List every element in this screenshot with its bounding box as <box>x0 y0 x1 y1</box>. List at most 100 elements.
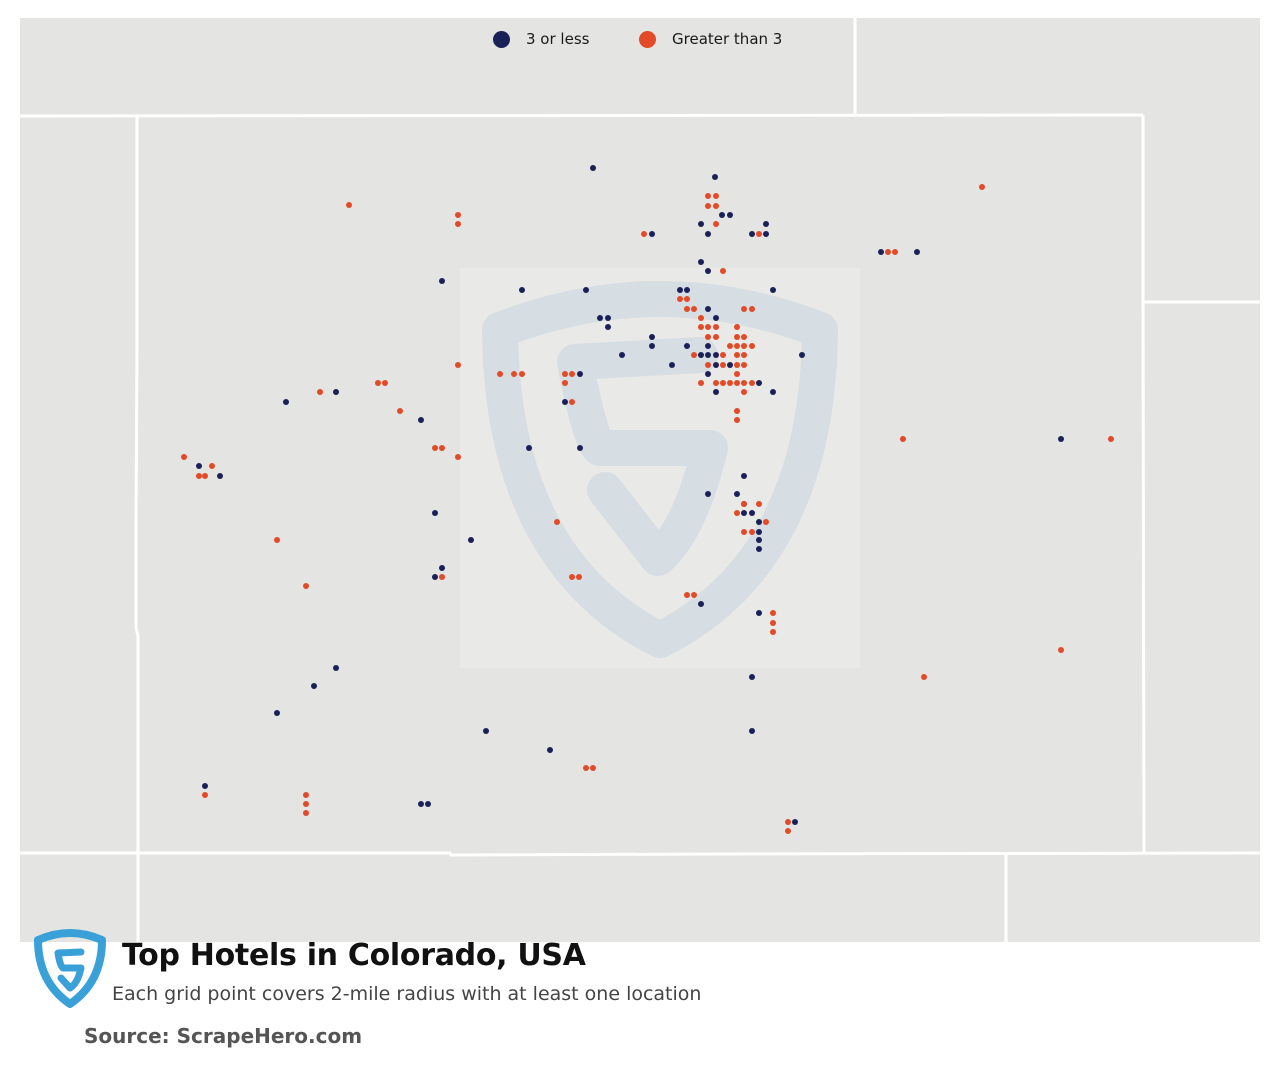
grid-point-high <box>720 268 726 274</box>
grid-point-low <box>698 601 704 607</box>
grid-point-high <box>734 324 740 330</box>
grid-point-low <box>439 565 445 571</box>
grid-point-high <box>691 592 697 598</box>
grid-point-high <box>569 371 575 377</box>
grid-point-high <box>705 362 711 368</box>
grid-point-low <box>590 165 596 171</box>
grid-point-high <box>196 473 202 479</box>
grid-point-high <box>303 801 309 807</box>
grid-point-high <box>375 380 381 386</box>
grid-point-high <box>979 184 985 190</box>
grid-point-low <box>878 249 884 255</box>
grid-point-high <box>569 399 575 405</box>
grid-point-low <box>418 417 424 423</box>
grid-point-low <box>713 315 719 321</box>
grid-point-high <box>770 629 776 635</box>
grid-point-high <box>785 819 791 825</box>
grid-point-low <box>577 371 583 377</box>
grid-point-low <box>705 371 711 377</box>
grid-point-high <box>741 501 747 507</box>
grid-point-low <box>669 362 675 368</box>
grid-point-low <box>649 334 655 340</box>
grid-point-high <box>713 221 719 227</box>
grid-point-low <box>914 249 920 255</box>
grid-point-low <box>763 221 769 227</box>
grid-point-high <box>432 445 438 451</box>
source-credit: Source: ScrapeHero.com <box>84 1024 363 1048</box>
grid-point-low <box>705 343 711 349</box>
grid-point-low <box>649 343 655 349</box>
grid-point-high <box>749 529 755 535</box>
grid-point-low <box>418 801 424 807</box>
grid-point-low <box>713 389 719 395</box>
grid-point-high <box>741 334 747 340</box>
grid-point-high <box>583 765 589 771</box>
grid-point-high <box>554 519 560 525</box>
chart-subtitle: Each grid point covers 2-mile radius wit… <box>112 983 702 1005</box>
grid-point-high <box>713 193 719 199</box>
grid-point-high <box>397 408 403 414</box>
grid-point-low <box>705 306 711 312</box>
grid-point-high <box>713 334 719 340</box>
grid-point-low <box>1058 436 1064 442</box>
grid-point-high <box>749 306 755 312</box>
grid-point-high <box>741 529 747 535</box>
grid-point-low <box>432 574 438 580</box>
grid-point-low <box>756 529 762 535</box>
grid-point-high <box>698 380 704 386</box>
grid-point-high <box>770 610 776 616</box>
grid-point-high <box>562 371 568 377</box>
grid-point-low <box>713 362 719 368</box>
grid-point-high <box>317 389 323 395</box>
watermark-logo <box>460 268 860 668</box>
grid-point-low <box>756 519 762 525</box>
grid-point-high <box>741 306 747 312</box>
grid-point-low <box>432 510 438 516</box>
grid-point-high <box>741 362 747 368</box>
grid-point-low <box>749 728 755 734</box>
grid-point-high <box>727 380 733 386</box>
grid-point-low <box>705 491 711 497</box>
grid-point-high <box>727 343 733 349</box>
grid-point-high <box>641 231 647 237</box>
grid-point-high <box>741 380 747 386</box>
grid-point-low <box>274 710 280 716</box>
grid-point-high <box>562 380 568 386</box>
grid-point-low <box>684 287 690 293</box>
grid-point-high <box>677 296 683 302</box>
grid-point-low <box>734 491 740 497</box>
legend-swatch-high <box>639 30 656 48</box>
grid-point-low <box>713 352 719 358</box>
grid-point-high <box>698 315 704 321</box>
grid-point-high <box>202 473 208 479</box>
grid-point-high <box>698 324 704 330</box>
grid-point-low <box>202 783 208 789</box>
grid-point-high <box>590 765 596 771</box>
grid-point-high <box>705 324 711 330</box>
grid-point-high <box>455 362 461 368</box>
grid-point-high <box>741 389 747 395</box>
grid-point-low <box>756 380 762 386</box>
legend-swatch-low <box>493 30 510 48</box>
grid-point-high <box>705 193 711 199</box>
colorado-map <box>19 18 1261 942</box>
grid-point-low <box>698 259 704 265</box>
grid-point-high <box>720 362 726 368</box>
grid-point-low <box>619 352 625 358</box>
grid-point-low <box>196 463 202 469</box>
grid-point-low <box>605 324 611 330</box>
grid-point-low <box>727 212 733 218</box>
grid-point-high <box>720 352 726 358</box>
grid-point-low <box>333 389 339 395</box>
grid-point-high <box>181 454 187 460</box>
grid-point-low <box>727 362 733 368</box>
grid-point-high <box>511 371 517 377</box>
grid-point-low <box>705 352 711 358</box>
grid-point-high <box>734 362 740 368</box>
grid-point-high <box>741 343 747 349</box>
grid-point-high <box>684 296 690 302</box>
legend-label-low: 3 or less <box>526 30 590 48</box>
grid-point-low <box>597 315 603 321</box>
grid-point-high <box>569 574 575 580</box>
grid-point-low <box>684 343 690 349</box>
